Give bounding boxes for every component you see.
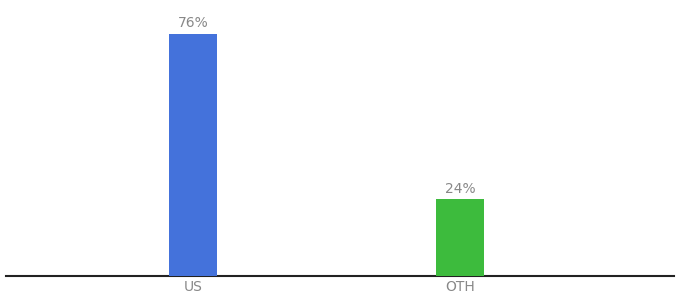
Text: 76%: 76% <box>177 16 208 30</box>
Bar <box>169 34 217 276</box>
Bar <box>437 199 484 276</box>
Text: 24%: 24% <box>445 182 476 196</box>
